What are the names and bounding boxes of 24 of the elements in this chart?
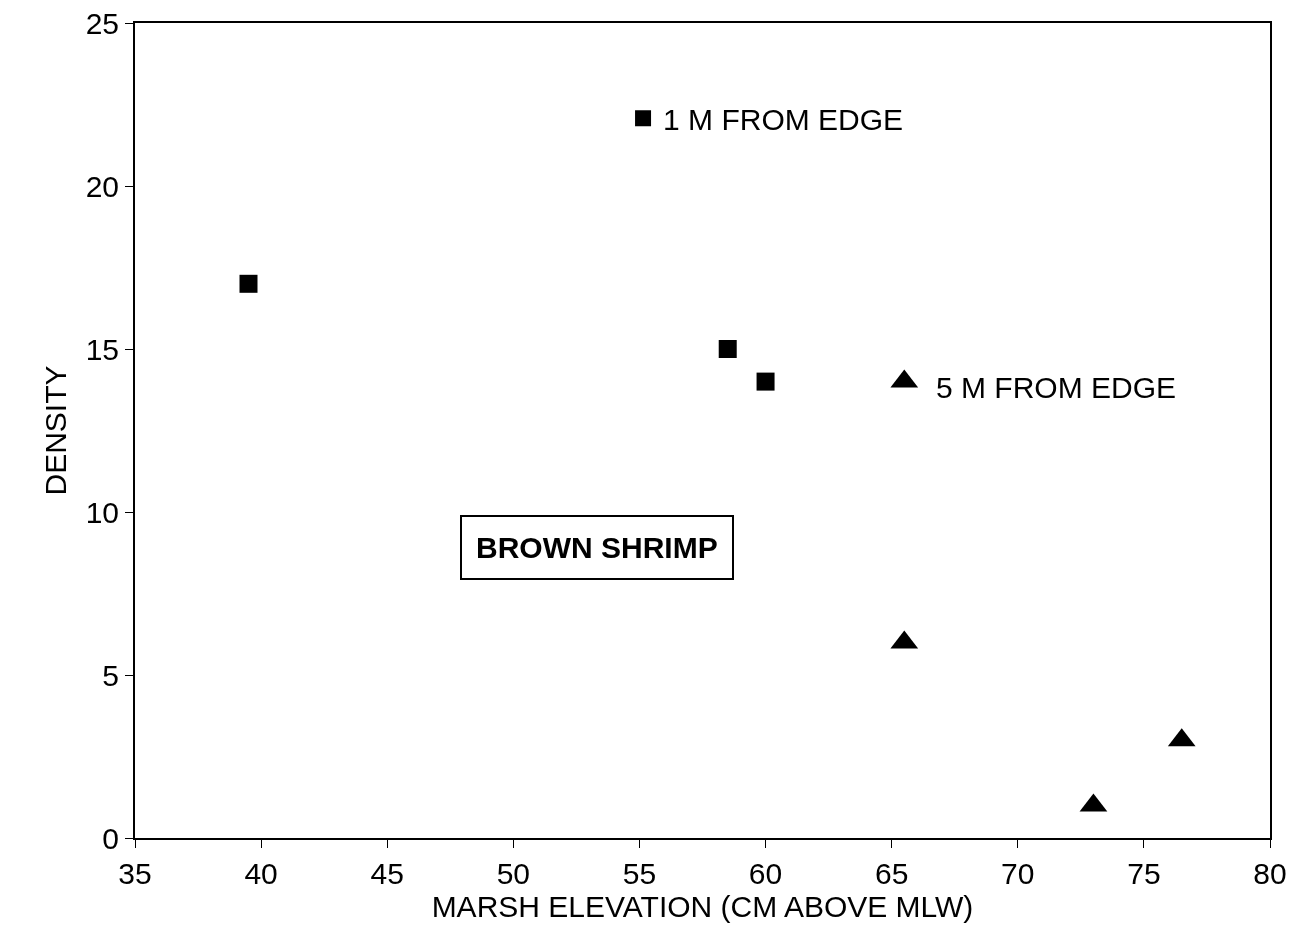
- point: [756, 372, 775, 391]
- x-axis-title: MARSH ELEVATION (CM ABOVE MLW): [431, 890, 974, 923]
- legend-label: 1 M FROM EDGE: [663, 102, 904, 136]
- y-tick-label: 10: [85, 495, 119, 529]
- y-tick-label: 20: [85, 169, 119, 203]
- x-tick-label: 60: [748, 857, 783, 890]
- x-tick-label: 55: [622, 857, 657, 890]
- series-label: 5 M FROM EDGE: [936, 371, 1177, 404]
- x-tick-label: 35: [118, 857, 152, 890]
- x-tick-label: 50: [496, 857, 531, 890]
- x-tick-label: 70: [1001, 857, 1035, 890]
- x-tick-label: 65: [874, 857, 909, 890]
- y-axis-title: DENSITY: [39, 365, 73, 496]
- y-tick-label: 15: [85, 332, 119, 366]
- point: [239, 274, 258, 293]
- x-tick-label: 45: [370, 857, 404, 890]
- x-tick-label: 80: [1253, 857, 1287, 890]
- annotation: BROWN SHRIMP: [476, 531, 718, 564]
- y-tick-label: 0: [102, 821, 119, 855]
- x-tick-label: 40: [244, 857, 278, 890]
- y-tick-label: 5: [102, 658, 119, 692]
- x-tick-label: 75: [1127, 857, 1161, 890]
- point: [718, 340, 737, 358]
- y-tick-label: 25: [85, 6, 119, 40]
